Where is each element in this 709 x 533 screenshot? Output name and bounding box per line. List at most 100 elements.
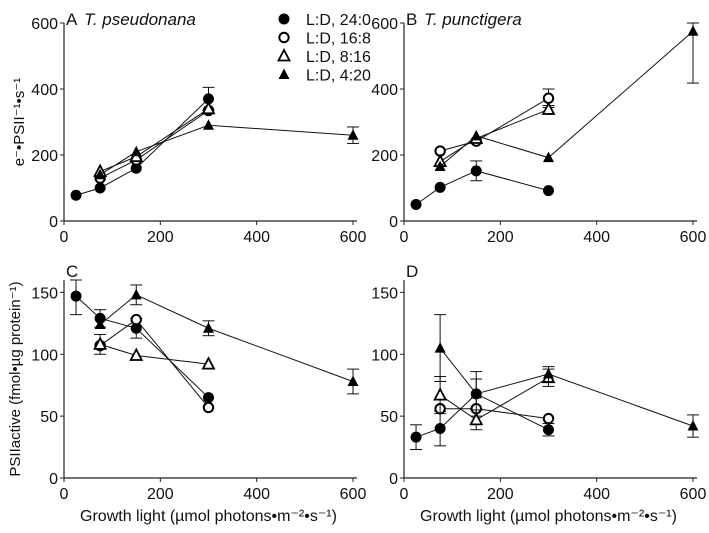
series-line — [99, 124, 354, 176]
series--8-16 — [433, 101, 556, 168]
data-point — [410, 431, 422, 443]
legend-marker — [278, 68, 290, 79]
series--4-20 — [94, 119, 359, 180]
panel-letter: B — [406, 10, 417, 29]
data-point — [203, 119, 214, 130]
x-tick-label: 600 — [340, 486, 367, 503]
x-tick-label: 0 — [60, 486, 69, 503]
series--4-20 — [434, 314, 699, 438]
panel-letter: C — [66, 262, 78, 281]
x-tick-label: 600 — [340, 229, 367, 246]
data-point — [129, 347, 144, 361]
data-point — [203, 93, 214, 105]
x-tick-label: 400 — [583, 229, 610, 246]
data-point — [470, 387, 482, 399]
series--24-0 — [410, 160, 554, 210]
x-tick-label: 200 — [487, 486, 514, 503]
series-line — [99, 318, 209, 408]
panel-title: T. pseudonana — [84, 10, 196, 29]
series--24-0 — [410, 378, 555, 451]
y-tick-label: 100 — [31, 347, 58, 364]
data-point — [201, 100, 216, 115]
legend-label: L:D, 24:0 — [306, 12, 371, 29]
y-axis-label: PSIIactive (fmol•µg protein⁻¹) — [7, 281, 24, 476]
series--16-8 — [434, 403, 555, 425]
y-tick-label: 100 — [371, 347, 398, 364]
legend-label: L:D, 4:20 — [306, 68, 371, 85]
data-point — [543, 368, 554, 379]
data-point — [543, 185, 554, 197]
series--16-8 — [434, 88, 555, 157]
y-axis-label: e⁻•PSII⁻¹•s⁻¹ — [11, 78, 28, 166]
series-line — [439, 347, 694, 427]
y-tick-label: 200 — [371, 148, 398, 165]
x-tick-label: 400 — [243, 486, 270, 503]
y-tick-label: 50 — [40, 409, 58, 426]
data-point — [687, 25, 699, 36]
data-point — [203, 322, 214, 333]
panel-letter: D — [406, 262, 418, 281]
series--4-20 — [434, 22, 699, 172]
data-point — [70, 189, 82, 201]
x-tick-label: 200 — [487, 229, 514, 246]
data-point — [434, 160, 446, 172]
legend-label: L:D, 16:8 — [306, 31, 371, 48]
data-point — [542, 412, 555, 425]
series--24-0 — [70, 86, 215, 201]
data-point — [130, 313, 142, 326]
x-axis-label: Growth light (µmol photons•m⁻²•s⁻¹) — [80, 508, 337, 525]
y-tick-label: 0 — [49, 471, 58, 488]
data-point — [469, 411, 484, 426]
series-line — [415, 393, 549, 438]
legend-marker — [278, 31, 290, 44]
data-point — [70, 290, 82, 302]
data-point — [434, 342, 446, 353]
data-point — [687, 420, 699, 431]
series-line — [75, 98, 209, 196]
x-tick-label: 0 — [400, 486, 409, 503]
y-tick-label: 0 — [49, 214, 58, 231]
legend-label: L:D, 8:16 — [306, 49, 371, 66]
series-line — [415, 170, 549, 205]
panel-letter: A — [66, 10, 78, 29]
data-point — [470, 129, 482, 141]
series--8-16 — [93, 100, 216, 177]
data-point — [93, 336, 108, 350]
y-tick-label: 150 — [31, 285, 58, 302]
data-point — [130, 145, 142, 157]
panel-C: 0 200 400 600 0 50 100 150 C PSIIactive (fmol•µg … — [7, 262, 366, 525]
series--24-0 — [70, 279, 214, 404]
y-tick-label: 600 — [31, 16, 58, 33]
data-point — [130, 162, 142, 174]
data-point — [94, 318, 106, 330]
series--4-20 — [94, 284, 359, 395]
data-point — [130, 322, 142, 334]
x-tick-label: 200 — [147, 229, 174, 246]
data-point — [202, 401, 215, 414]
data-point — [434, 423, 446, 434]
x-tick-label: 400 — [243, 229, 270, 246]
data-point — [347, 129, 359, 140]
x-tick-label: 400 — [583, 486, 610, 503]
data-point — [410, 199, 422, 210]
y-tick-label: 200 — [31, 148, 58, 165]
x-tick-label: 600 — [680, 229, 707, 246]
y-tick-label: 50 — [380, 409, 398, 426]
x-tick-label: 0 — [400, 229, 409, 246]
data-point — [543, 151, 554, 163]
series-line — [99, 294, 354, 382]
series-line — [439, 30, 694, 167]
legend-marker — [277, 48, 291, 62]
panel-A: 0 200 400 600 0 200 400 600 A T. pseudonana e⁻•PSI… — [11, 10, 366, 246]
x-tick-label: 200 — [147, 486, 174, 503]
data-point — [94, 182, 106, 194]
data-point — [470, 165, 482, 177]
series-line — [99, 108, 209, 172]
y-tick-label: 0 — [389, 214, 398, 231]
series--8-16 — [433, 368, 556, 431]
x-tick-label: 600 — [680, 486, 707, 503]
series--8-16 — [93, 333, 216, 370]
legend: L:D, 24:0 L:D, 16:8L:D, 8:16 L:D, 4:20 — [277, 12, 371, 85]
y-tick-label: 0 — [389, 471, 398, 488]
